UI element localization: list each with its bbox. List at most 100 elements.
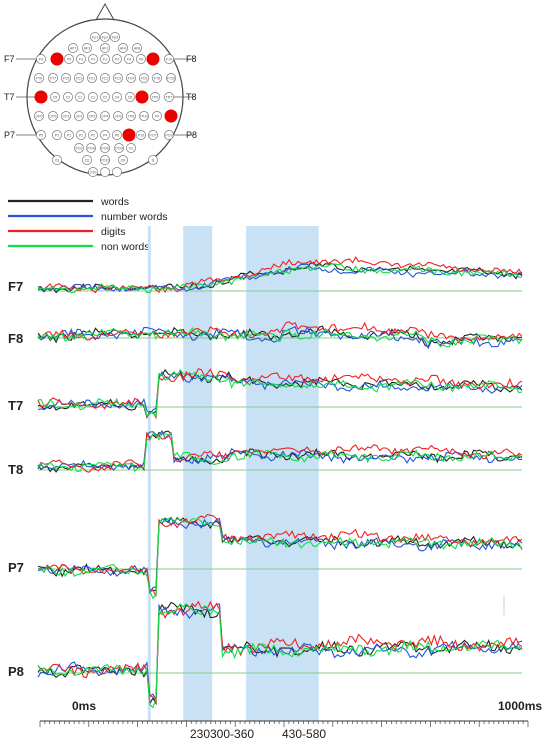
svg-text:FT10: FT10 <box>167 76 175 80</box>
electrode-af4: AF4 <box>118 43 128 53</box>
electrode-o2: O2 <box>82 155 92 165</box>
electrode-f3: F3 <box>76 54 86 64</box>
electrode-ft8: FT8 <box>152 73 162 83</box>
electrode-c5: C5 <box>50 92 60 102</box>
channel-p7 <box>37 513 523 600</box>
electrode-cpz: CPz <box>74 111 84 121</box>
electrode-oz: Oz <box>52 155 62 165</box>
svg-text:CP4: CP4 <box>102 114 109 118</box>
channel-label-f8: F8 <box>8 331 23 346</box>
svg-text:F6: F6 <box>139 57 143 61</box>
svg-text:F3: F3 <box>79 57 83 61</box>
window-labels: 230 300-360 430-580 <box>190 727 326 741</box>
svg-text:AF7: AF7 <box>70 46 77 50</box>
svg-text:PO8: PO8 <box>101 146 108 150</box>
electrode-f2: F2 <box>112 54 122 64</box>
channel-p8 <box>37 600 523 709</box>
electrode-f9: F9 <box>36 54 46 64</box>
side-label-t8: T8 <box>186 92 197 102</box>
electrode-c3: C3 <box>63 92 73 102</box>
svg-text:FC3: FC3 <box>76 76 83 80</box>
svg-text:Fz: Fz <box>103 57 107 61</box>
window-label-300-360: 300-360 <box>210 727 254 741</box>
side-label-p8: P8 <box>186 130 197 140</box>
electrode-c6: C6 <box>125 92 135 102</box>
trace-f7-non-words <box>37 263 522 294</box>
electrode-f4: F4 <box>124 54 134 64</box>
trace-p8-number-words <box>37 603 523 702</box>
svg-text:F2: F2 <box>115 57 119 61</box>
svg-text:PO7: PO7 <box>149 133 156 137</box>
electrode-cp1: CP1 <box>61 111 71 121</box>
electrode-po7: PO7 <box>148 130 158 140</box>
legend-label-digits: digits <box>101 226 126 238</box>
svg-text:Cz: Cz <box>91 95 96 99</box>
svg-text:C5: C5 <box>53 95 58 99</box>
electrode-c4: C4 <box>112 92 122 102</box>
svg-text:C2: C2 <box>103 95 108 99</box>
legend-label-non-words: non words <box>101 241 149 253</box>
electrode-c1: C1 <box>75 92 85 102</box>
svg-text:FT7: FT7 <box>50 76 56 80</box>
channel-t7 <box>37 368 523 420</box>
electrode-p7 <box>164 109 178 123</box>
x-end-label: 1000ms <box>498 699 542 713</box>
svg-text:F9: F9 <box>39 57 43 61</box>
electrode-f6: F6 <box>136 54 146 64</box>
electrode-o10: O10 <box>88 167 98 177</box>
channel-label-p7: P7 <box>8 560 24 575</box>
electrode-f5: F5 <box>64 54 74 64</box>
electrode-afz: AFz <box>100 43 110 53</box>
trace-f8-number-words <box>37 325 523 350</box>
electrode-af7: AF7 <box>68 43 78 53</box>
electrode-poz: POz <box>74 143 84 153</box>
trace-f7-number-words <box>37 263 523 293</box>
electrode-fc1: FC1 <box>87 73 97 83</box>
channel-t8 <box>37 429 523 473</box>
electrode-p9: P9 <box>152 111 162 121</box>
svg-text:FC4: FC4 <box>128 76 135 80</box>
svg-text:CP6: CP6 <box>115 114 122 118</box>
svg-text:F1: F1 <box>91 57 95 61</box>
trace-t7-number-words <box>37 371 523 415</box>
svg-text:POz: POz <box>76 146 83 150</box>
window-label-230: 230 <box>190 727 210 741</box>
electrode-cp6: CP6 <box>113 111 123 121</box>
electrode-t7 <box>34 90 48 104</box>
svg-text:Fp2: Fp2 <box>112 35 118 39</box>
channel-label-t8: T8 <box>8 462 23 477</box>
electrode-po3: PO3 <box>164 130 174 140</box>
window-430-580 <box>246 226 319 721</box>
electrode-af8: AF8 <box>132 43 142 53</box>
channel-label-p8: P8 <box>8 664 24 679</box>
svg-text:PO4: PO4 <box>87 146 94 150</box>
legend-label-number-words: number words <box>101 211 168 223</box>
svg-text:PO9: PO9 <box>115 146 122 150</box>
electrode-iz: Iz <box>148 155 158 165</box>
electrode-fc3: FC3 <box>74 73 84 83</box>
svg-text:Oz: Oz <box>55 158 60 162</box>
svg-text:AF8: AF8 <box>134 46 141 50</box>
svg-text:P6: P6 <box>115 133 119 137</box>
svg-text:Pz: Pz <box>79 133 83 137</box>
side-label-t7: T7 <box>4 92 15 102</box>
svg-text:CP2: CP2 <box>89 114 96 118</box>
svg-text:TP9: TP9 <box>152 95 159 99</box>
trace-t8-digits <box>37 432 523 473</box>
electrode- <box>112 167 122 177</box>
electrode-p3: P3 <box>52 130 62 140</box>
svg-text:PO10: PO10 <box>100 158 109 162</box>
trace-f8-non-words <box>37 327 523 348</box>
svg-text:Fpz: Fpz <box>102 35 108 39</box>
svg-text:O2: O2 <box>85 158 90 162</box>
reference-lines <box>16 58 194 136</box>
svg-text:P5: P5 <box>39 133 43 137</box>
electrode-ft10: FT10 <box>166 73 176 83</box>
electrode-fp1: Fp1 <box>90 32 100 42</box>
svg-text:P10: P10 <box>138 133 144 137</box>
svg-text:C3: C3 <box>66 95 71 99</box>
electrode-pz: Pz <box>76 130 86 140</box>
svg-text:P2: P2 <box>91 133 95 137</box>
side-label-f8: F8 <box>186 54 197 64</box>
window-300-360 <box>183 226 213 721</box>
